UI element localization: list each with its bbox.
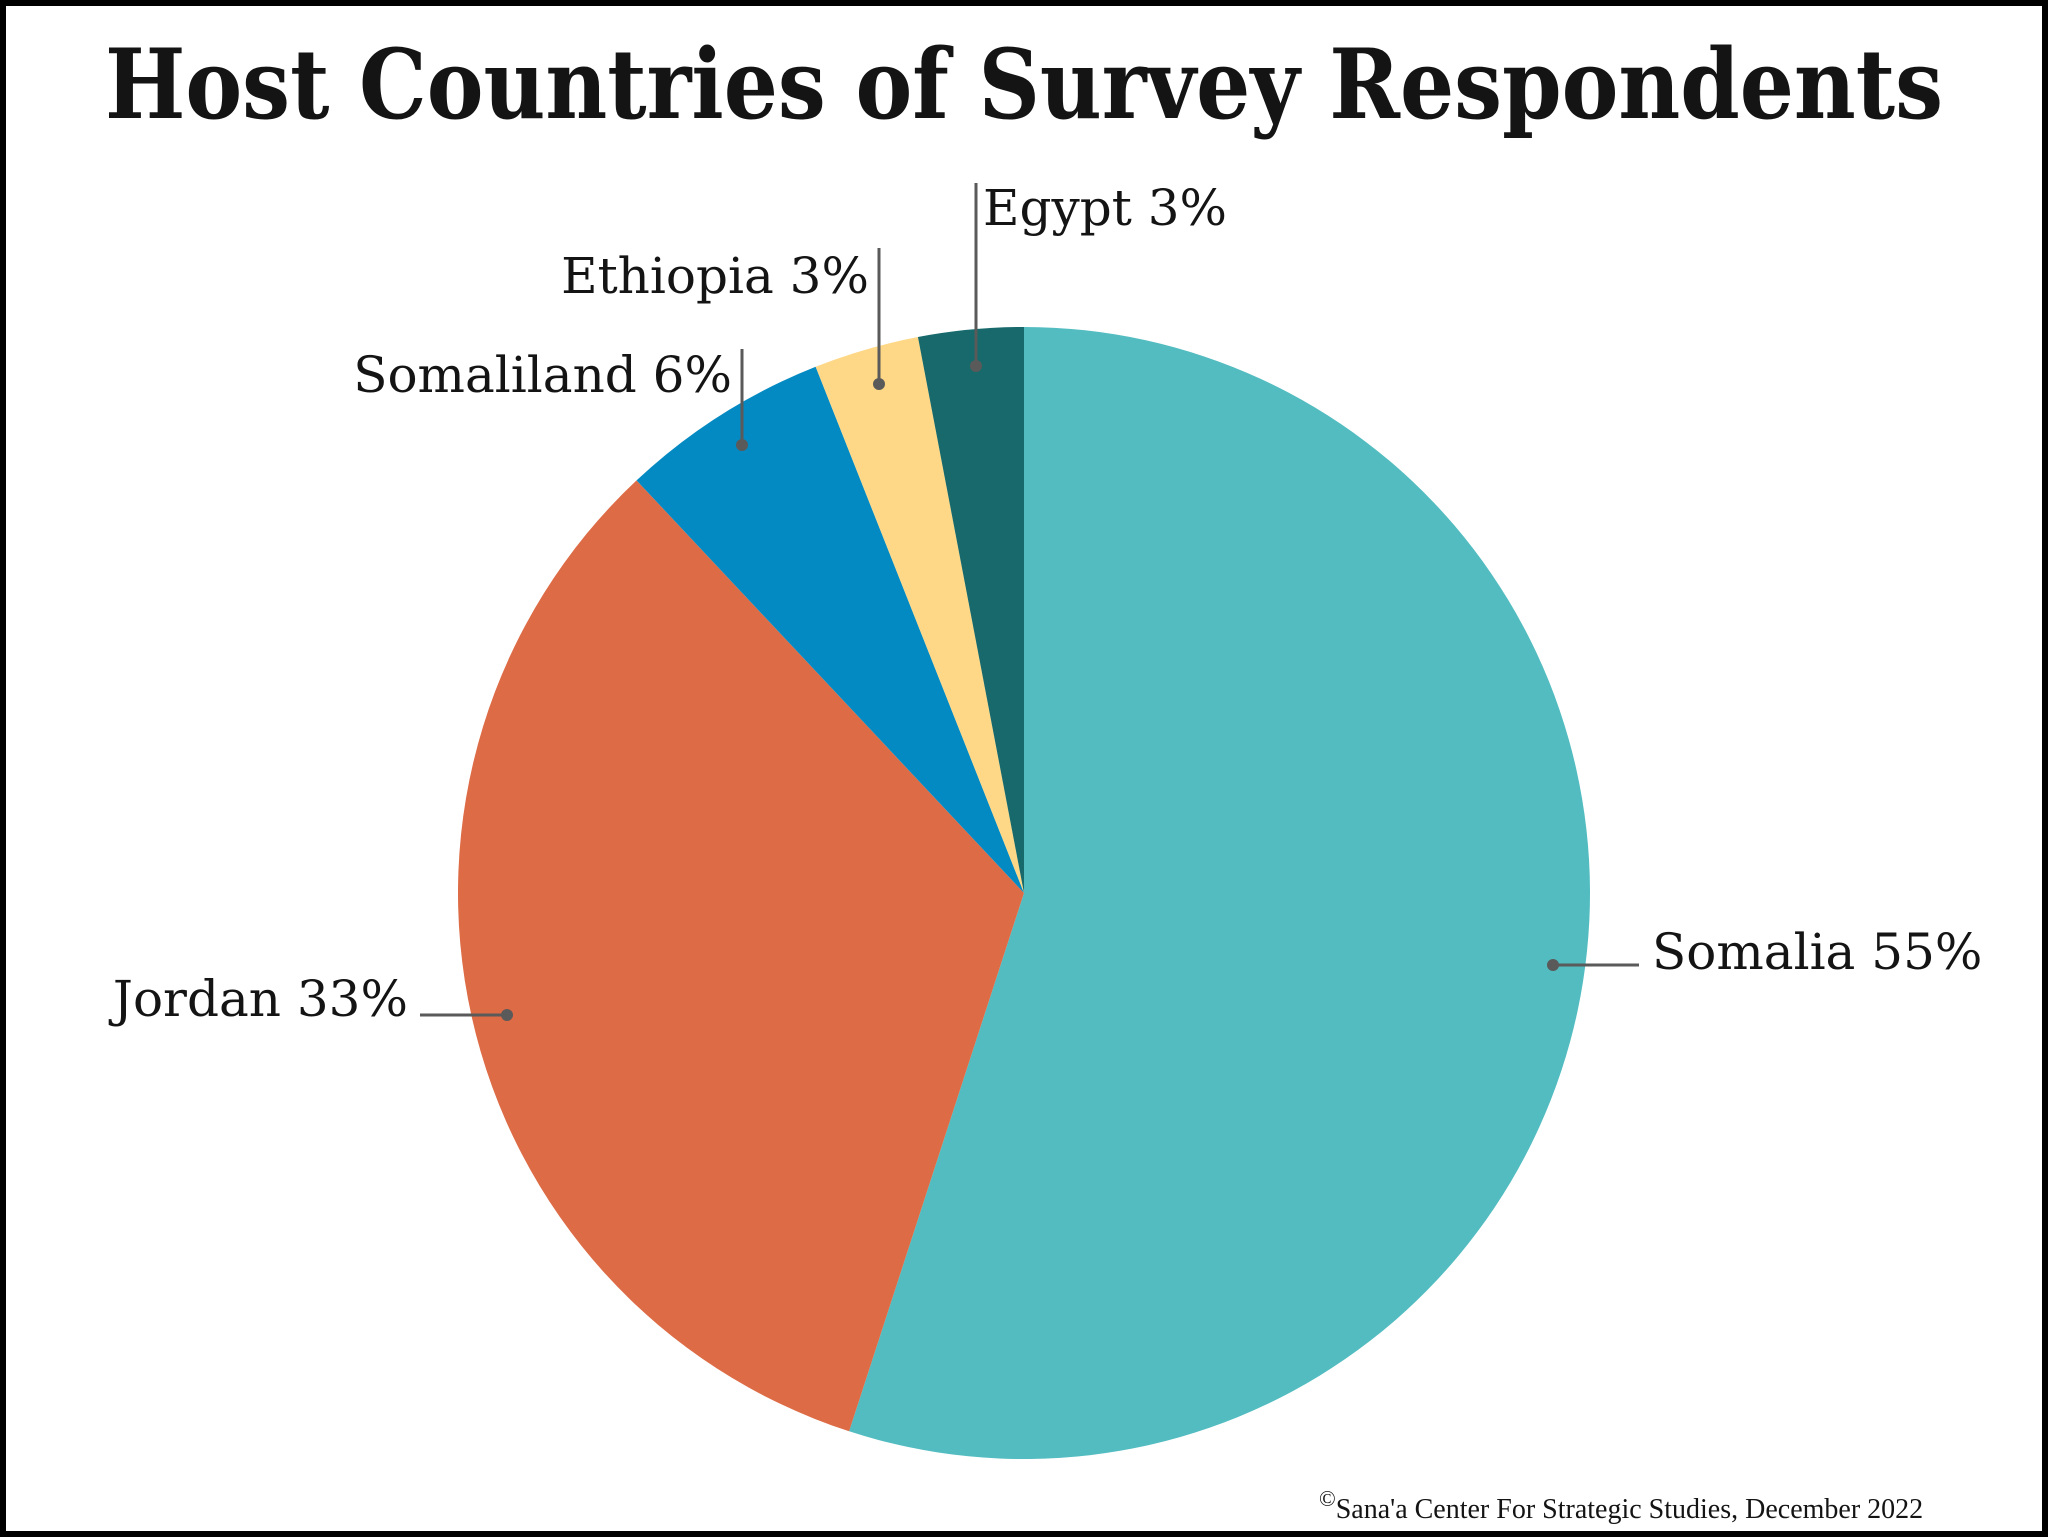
slice-label-somalia: Somalia 55% [1652,923,1982,981]
pie-slice-egypt [917,327,1024,893]
slice-label-somaliland: Somaliland 6% [353,346,732,404]
chart-title: Host Countries of Survey Respondents [105,28,1943,141]
pie-slice-ethiopia [815,337,1024,894]
pie-slices [457,327,1591,1459]
slice-label-jordan: Jordan 33% [108,970,408,1028]
pie-slice-somalia [849,327,1591,1459]
leader-dot-ethiopia [873,378,885,390]
pie-slice-somaliland [636,366,1024,893]
copyright-symbol: © [1319,1486,1336,1511]
leader-dot-egypt [970,360,982,372]
slice-labels: Somalia 55% Jordan 33% Somaliland 6% Ethiop… [108,179,1983,1028]
leader-dot-somalia [1547,959,1559,971]
footer-credit: ©Sana'a Center For Strategic Studies, De… [1319,1486,1923,1525]
slice-label-ethiopia: Ethiopia 3% [561,247,869,305]
leader-dot-jordan [501,1009,513,1021]
leader-dot-somaliland [736,439,748,451]
slice-label-egypt: Egypt 3% [983,179,1227,237]
credit-text: Sana'a Center For Strategic Studies, Dec… [1336,1494,1923,1525]
pie-slice-jordan [457,480,1024,1432]
leader-lines [420,183,1639,1021]
